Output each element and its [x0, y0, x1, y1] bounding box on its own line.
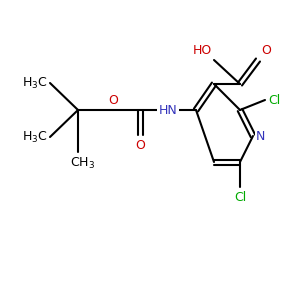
Text: O: O: [108, 94, 118, 107]
Text: H$_3$C: H$_3$C: [22, 129, 48, 145]
Text: Cl: Cl: [268, 94, 280, 106]
Text: HN: HN: [159, 103, 177, 116]
Text: CH$_3$: CH$_3$: [70, 156, 96, 171]
Text: O: O: [261, 44, 271, 57]
Text: Cl: Cl: [234, 191, 246, 204]
Text: HO: HO: [193, 44, 212, 57]
Text: O: O: [135, 139, 145, 152]
Text: H$_3$C: H$_3$C: [22, 75, 48, 91]
Text: N: N: [256, 130, 266, 142]
